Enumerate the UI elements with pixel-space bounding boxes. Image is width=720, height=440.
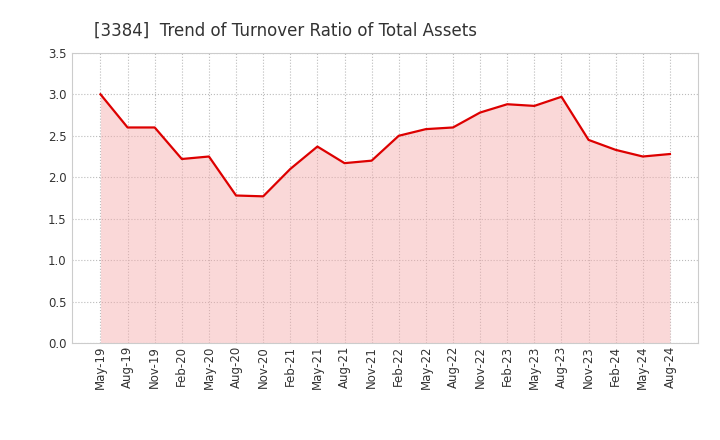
- Text: [3384]  Trend of Turnover Ratio of Total Assets: [3384] Trend of Turnover Ratio of Total …: [94, 22, 477, 40]
